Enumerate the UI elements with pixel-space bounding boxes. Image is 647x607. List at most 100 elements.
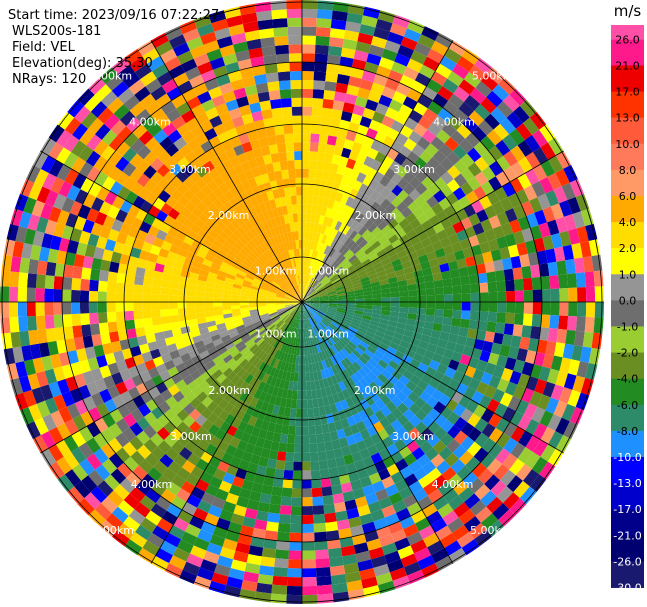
range-gate [380, 314, 390, 321]
range-gate [378, 534, 395, 547]
range-gate [302, 79, 314, 90]
colorbar-band [611, 248, 644, 275]
range-gate [509, 370, 522, 385]
range-gate [197, 499, 212, 513]
range-gate [168, 64, 186, 79]
range-gate [312, 259, 318, 269]
range-gate [69, 200, 83, 217]
range-gate [361, 229, 372, 240]
range-gate [376, 270, 387, 278]
range-gate [443, 309, 453, 318]
range-gate [159, 302, 169, 310]
range-gate [299, 248, 302, 258]
range-gate [330, 321, 340, 329]
range-gate [206, 48, 223, 62]
range-gate [249, 366, 259, 377]
range-gate [434, 177, 447, 191]
range-gate [459, 354, 471, 366]
range-gate [369, 320, 380, 327]
range-gate [331, 484, 343, 496]
range-gate [305, 257, 309, 267]
range-gate [338, 371, 347, 382]
range-gate [431, 40, 449, 56]
range-gate [355, 212, 365, 223]
range-gate [321, 234, 328, 244]
range-gate [380, 187, 392, 199]
range-gate [348, 76, 362, 88]
range-gate [71, 289, 81, 302]
range-gate [71, 447, 87, 464]
range-gate [215, 359, 227, 370]
range-gate [300, 302, 302, 311]
range-gate [350, 338, 360, 347]
range-gate [384, 167, 396, 180]
range-gate [167, 460, 182, 475]
range-gate [248, 207, 258, 218]
range-gate [194, 340, 205, 349]
range-gate [311, 204, 318, 215]
range-gate [169, 349, 181, 360]
range-gate [357, 343, 367, 353]
range-gate [446, 151, 461, 166]
range-gate [437, 338, 448, 349]
range-gate [196, 567, 215, 581]
range-gate [384, 364, 396, 375]
range-gate [368, 357, 378, 368]
range-gate [302, 106, 313, 116]
range-gate [315, 352, 322, 363]
range-gate [213, 306, 223, 312]
range-gate [315, 285, 324, 292]
range-gate [257, 222, 266, 233]
range-gate [104, 238, 117, 252]
range-gate [175, 230, 187, 242]
range-gate [408, 403, 421, 416]
range-gate [285, 371, 291, 381]
range-gate [371, 338, 382, 347]
range-gate [436, 363, 449, 375]
range-gate [521, 387, 535, 404]
range-gate [358, 183, 369, 195]
range-gate [298, 239, 302, 249]
range-gate [343, 333, 353, 342]
range-gate [200, 559, 217, 573]
range-gate [251, 185, 261, 197]
range-gate [241, 451, 253, 463]
range-gate [276, 275, 285, 284]
range-gate [160, 315, 171, 325]
range-gate [185, 117, 200, 131]
range-gate [297, 284, 301, 294]
range-gate [247, 462, 259, 474]
range-gate [355, 235, 365, 246]
range-gate [204, 463, 218, 477]
range-gate [279, 332, 286, 342]
range-gate [288, 259, 293, 269]
range-gate [420, 427, 434, 441]
range-label: 4.00km [129, 115, 171, 128]
range-gate [50, 353, 62, 369]
range-gate [525, 350, 537, 365]
range-gate [269, 357, 277, 367]
range-gate [541, 288, 551, 302]
range-gate [156, 71, 174, 86]
range-gate [380, 288, 391, 294]
range-gate [257, 244, 266, 254]
range-gate [242, 245, 252, 255]
range-gate [324, 512, 337, 523]
range-gate [306, 381, 312, 391]
range-gate [119, 222, 132, 236]
range-gate [373, 350, 384, 360]
range-gate [163, 420, 177, 434]
range-gate [417, 230, 429, 242]
range-gate [122, 427, 137, 442]
range-gate [332, 200, 341, 211]
range-gate [212, 198, 224, 210]
range-gate [241, 282, 252, 289]
range-gate [438, 197, 451, 211]
range-gate [302, 17, 317, 28]
range-gate [137, 547, 156, 564]
range-gate [407, 343, 419, 353]
range-gate [421, 26, 440, 41]
range-gate [302, 133, 311, 143]
range-gate [254, 348, 263, 358]
range-gate [235, 239, 246, 249]
